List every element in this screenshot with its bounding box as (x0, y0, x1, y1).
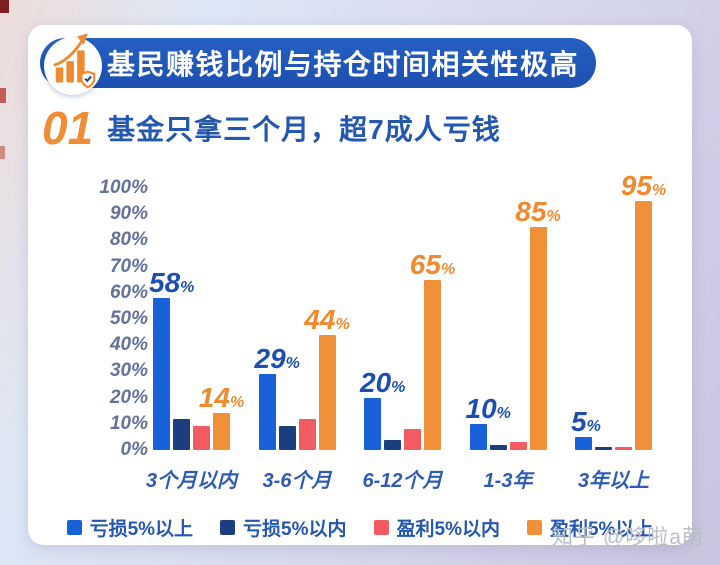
content-card: 基民赚钱比例与持仓时间相关性极高 01 基金只拿三个月，超7成人亏钱 100% 9… (28, 25, 692, 545)
bar-value-label: 14% (198, 382, 245, 413)
y-tick-label: 90% (109, 203, 148, 225)
x-axis-category-label: 6-12个月 (362, 470, 443, 492)
bar-chart: 100% 90% 80% 70% 60% 50% 40% 30% 20% 10% 0% 58% 14%… (28, 25, 692, 545)
bar (278, 426, 296, 450)
bar (509, 442, 527, 450)
bar: 5% (571, 408, 601, 450)
bar: 44% (304, 306, 350, 450)
bar-value-label: 58% (149, 267, 195, 298)
bar-value-label: 85% (515, 196, 561, 227)
legend-label: 亏损5%以上 (89, 519, 194, 540)
bar: 85% (515, 198, 561, 450)
x-axis-category-label: 1-3年 (483, 470, 533, 492)
edge-artifact (0, 0, 9, 13)
legend-swatch-icon (373, 520, 389, 535)
legend-label: 亏损5%以内 (243, 519, 347, 540)
y-tick-label: 60% (109, 281, 148, 303)
legend-item: 亏损5%以内 (220, 514, 347, 541)
bar-value-label: 10% (465, 393, 511, 424)
bar: 58% (149, 269, 194, 450)
bar (404, 429, 421, 450)
bar: 95% (621, 172, 666, 450)
banner-icon-wrap (44, 29, 106, 95)
bar-group: 5% 95% 3年以上 (571, 172, 666, 493)
legend-swatch-icon (66, 520, 82, 535)
section-title: 基金只拿三个月，超7成人亏钱 (107, 114, 501, 145)
section-heading: 01 基金只拿三个月，超7成人亏钱 (42, 101, 501, 155)
bar-group: 10% 85% 1-3年 (466, 188, 561, 493)
y-tick-label: 0% (120, 439, 148, 460)
legend-label: 盈利5%以上 (549, 519, 654, 540)
bar (615, 447, 632, 450)
bar (193, 426, 210, 450)
section-number: 01 (42, 102, 94, 154)
watermark: 知乎 @哆啦a萌 (552, 526, 704, 549)
legend-label: 盈利5%以内 (396, 519, 500, 540)
bar: 14% (199, 384, 244, 450)
bar-value-label: 65% (409, 249, 456, 280)
bar-group: 20% 65% 6-12个月 (360, 188, 455, 493)
legend-swatch-icon (526, 520, 542, 535)
y-tick-label: 50% (109, 308, 148, 329)
bar (384, 440, 401, 450)
bar-group: 29% 44% 3-6个月 (255, 188, 350, 493)
bar-value-label: 20% (360, 367, 406, 398)
bar-value-label: 5% (571, 406, 601, 437)
bar (298, 419, 316, 450)
y-tick-label: 20% (109, 386, 148, 408)
bar: 10% (466, 395, 511, 450)
bar-chart-growth-icon (53, 33, 96, 89)
legend-swatch-icon (220, 520, 236, 535)
bar (173, 419, 190, 450)
bar-value-label: 95% (620, 170, 667, 201)
banner-title: 基民赚钱比例与持仓时间相关性极高 (107, 49, 580, 80)
bar (489, 445, 507, 450)
x-axis-category-label: 3年以上 (577, 470, 650, 492)
edge-artifact (0, 88, 6, 103)
legend-item: 盈利5%以内 (373, 514, 500, 541)
legend-item: 亏损5%以上 (66, 514, 194, 541)
y-tick-label: 30% (109, 360, 148, 382)
bar: 65% (410, 251, 455, 450)
x-axis-category-label: 3-6个月 (262, 470, 332, 492)
legend-item: 盈利5%以上 (526, 514, 654, 541)
y-tick-label: 80% (109, 229, 148, 251)
edge-artifact (0, 146, 5, 159)
bar-value-label: 29% (254, 343, 300, 374)
bar: 20% (360, 369, 405, 450)
y-tick-label: 100% (99, 177, 148, 198)
y-tick-label: 40% (109, 334, 148, 356)
header-banner: 基民赚钱比例与持仓时间相关性极高 (40, 33, 596, 95)
bar (595, 447, 612, 450)
y-tick-label: 10% (109, 412, 148, 434)
bar-group: 58% 14% 3个月以内 (146, 188, 244, 493)
x-axis-category-label: 3个月以内 (145, 470, 238, 492)
bar-value-label: 44% (304, 304, 350, 335)
chart-legend: 亏损5%以上 亏损5%以内 盈利5%以内 盈利5%以上 (28, 514, 692, 541)
plot-area: 58% 14% 3个月以内 29% 44% 3-6个月 20% 65% 6-12个月 10% 85%… (146, 172, 666, 493)
y-tick-label: 70% (109, 255, 148, 277)
bar: 29% (255, 345, 300, 450)
